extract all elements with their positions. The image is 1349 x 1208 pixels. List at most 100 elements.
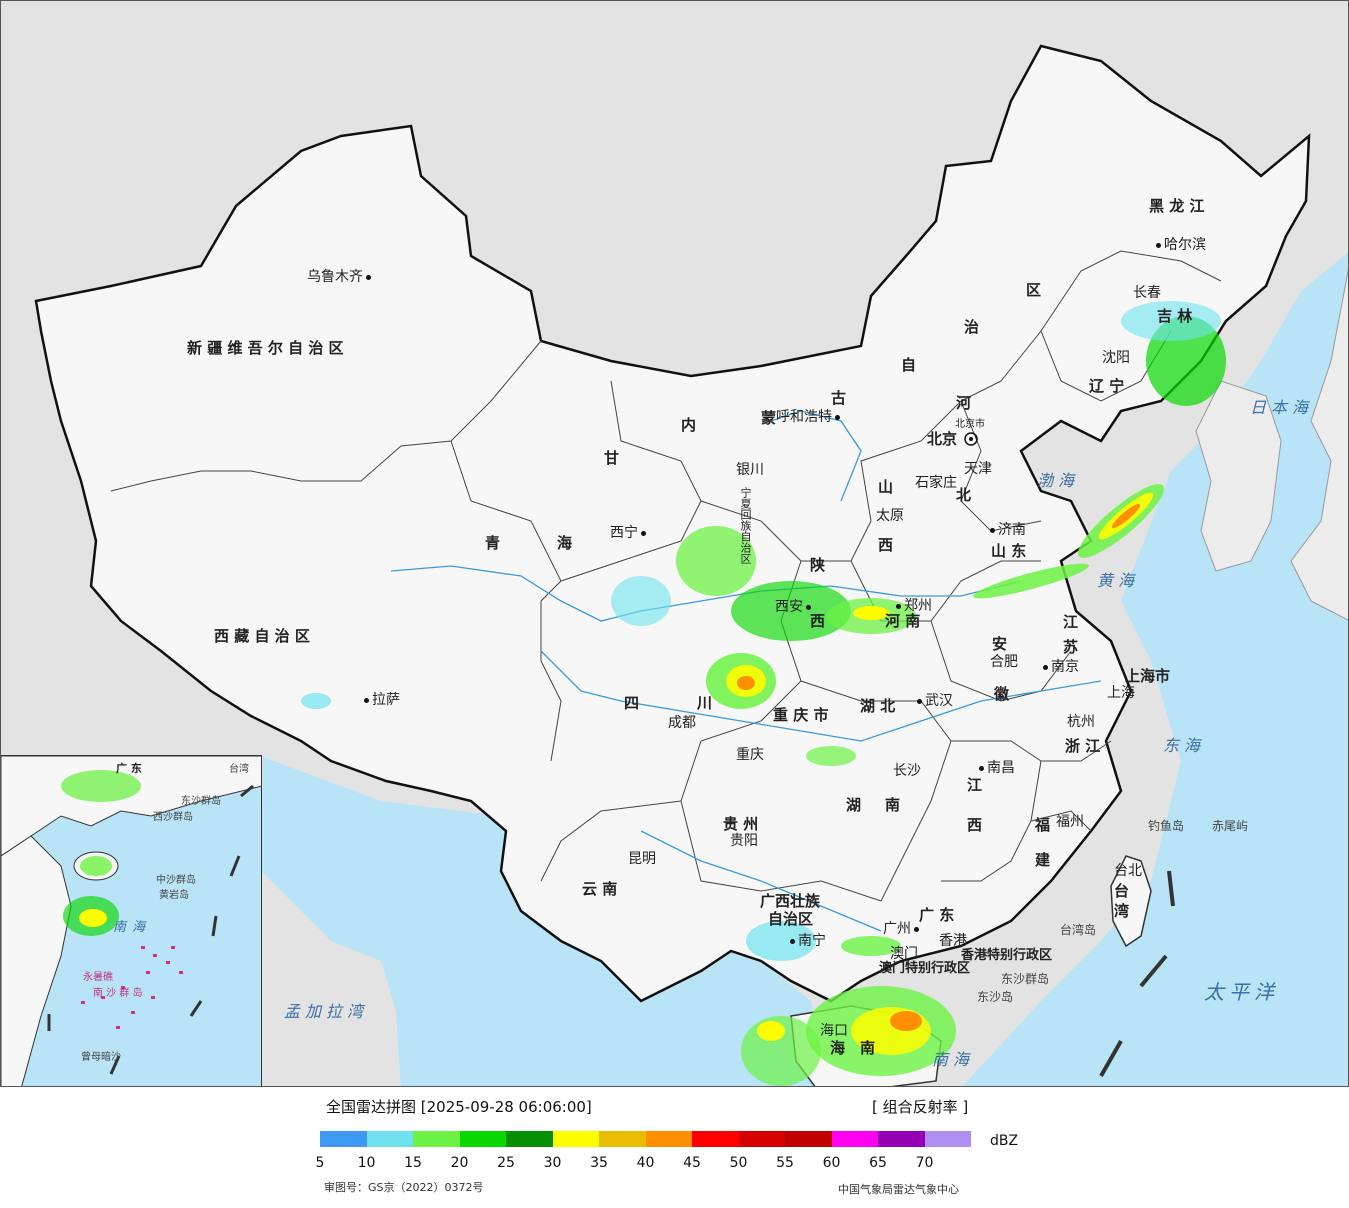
colorbar-tick-label: 10 (357, 1155, 376, 1171)
city-changchun: 长春 (1133, 285, 1161, 301)
province-borders (110, 250, 1222, 902)
radar-echoes (301, 301, 1226, 1086)
colorbar-swatch (831, 1131, 878, 1147)
inset-taiwan: 台湾 (229, 764, 249, 775)
radar-map: 新 疆 维 吾 尔 自 治 区 西 藏 自 治 区 青 海 甘 内 蒙 古 自 … (0, 0, 1349, 1087)
region-anhui-2: 徽 (994, 685, 1010, 703)
city-xining: 西宁 (610, 525, 649, 541)
city-nanchang: 南昌 (976, 760, 1015, 776)
japan-islands (1290, 268, 1348, 621)
city-shanghai: 上海 (1107, 685, 1135, 701)
city-macau: 澳门 (890, 946, 918, 962)
colorbar-swatch (924, 1131, 971, 1147)
colorbar-tick-label: 65 (869, 1155, 887, 1171)
inset-canvas (1, 756, 261, 1086)
region-shaanxi-1: 陕 (810, 556, 826, 574)
colorbar-tick-label: 30 (543, 1155, 562, 1171)
region-hainan-1: 海 (830, 1039, 846, 1057)
inset-guangdong: 广 东 (116, 762, 142, 775)
inset-zengmu: 曾母暗沙 (81, 1052, 121, 1063)
rivers (390, 410, 1102, 932)
region-sichuan-2: 川 (697, 694, 713, 712)
region-macau-sar: 澳门特别行政区 (879, 961, 971, 976)
city-changsha: 长沙 (893, 763, 921, 779)
region-jiangsu-2: 苏 (1063, 638, 1079, 656)
colorbar (320, 1131, 971, 1147)
colorbar-swatch (366, 1131, 413, 1147)
island-dongsha-islands: 东沙群岛 (1001, 972, 1050, 986)
region-xinjiang: 新 疆 维 吾 尔 自 治 区 (187, 339, 344, 357)
region-taiwan-1: 台 (1114, 882, 1130, 900)
sea-japan: 日本海 (1250, 398, 1314, 417)
map-canvas (34, 44, 1348, 1086)
inset-zhongsha: 中沙群岛 (156, 875, 196, 886)
colorbar-swatch (645, 1131, 692, 1147)
colorbar-tick-label: 70 (915, 1155, 934, 1171)
city-guiyang: 贵阳 (730, 833, 758, 849)
colorbar-swatch (459, 1131, 506, 1147)
island-diaoyu: 钓鱼岛 (1148, 819, 1185, 833)
region-zhejiang: 浙 江 (1065, 737, 1101, 755)
colorbar-swatch (878, 1131, 925, 1147)
city-shenyang: 沈阳 (1102, 350, 1130, 366)
city-kunming: 昆明 (628, 851, 656, 867)
region-qinghai-1: 青 (485, 534, 501, 552)
region-anhui-1: 安 (992, 635, 1008, 653)
region-beijing: 北京 (927, 430, 958, 448)
korea-peninsula (1195, 380, 1282, 572)
island-chiwei: 赤尾屿 (1212, 819, 1249, 833)
maritime-boundary (1099, 870, 1175, 1077)
city-zhengzhou: 郑州 (893, 598, 932, 614)
city-harbin: 哈尔滨 (1153, 237, 1206, 253)
region-taiwan-2: 湾 (1114, 902, 1130, 920)
colorbar-swatch (506, 1131, 553, 1147)
colorbar-swatch (599, 1131, 646, 1147)
city-taipei: 台北 (1114, 863, 1142, 879)
city-haikou: 海口 (820, 1023, 848, 1039)
region-fujian-1: 福 (1035, 816, 1051, 834)
region-beijing-small: 北京市 (955, 419, 985, 430)
city-hongkong: 香港 (939, 933, 967, 949)
colorbar-tick-label: 45 (683, 1155, 701, 1171)
city-yinchuan: 银川 (736, 462, 764, 478)
taiwan-island (1110, 855, 1152, 948)
south-china-sea-inset: 南 海 东沙群岛 西沙群岛 中沙群岛 黄岩岛 永暑礁 南 沙 群 岛 曾母暗沙 … (1, 755, 262, 1086)
city-chongqing: 重庆 (736, 747, 764, 763)
region-shanghai: 上海市 (1125, 667, 1171, 685)
region-heilongjiang: 黑 龙 江 (1149, 197, 1205, 215)
region-shanxi-1: 山 (878, 478, 894, 496)
region-hebei-2: 北 (956, 486, 972, 504)
region-jilin: 吉 林 (1157, 307, 1193, 325)
colorbar-tick-label: 15 (404, 1155, 422, 1171)
city-guangzhou: 广州 (883, 921, 922, 937)
region-henan: 河 南 (885, 612, 921, 630)
region-hunan-1: 湖 (846, 796, 862, 814)
sea-bohai: 渤海 (1037, 471, 1080, 490)
colorbar-swatch (738, 1131, 785, 1147)
approval-number: 审图号：GS京（2022）0372号 (324, 1181, 484, 1194)
region-chongqing: 重 庆 市 (773, 706, 829, 724)
city-lhasa: 拉萨 (361, 692, 400, 708)
region-jiangxi-1: 江 (967, 776, 983, 794)
legend-product: [ 组合反射率 ] (872, 1098, 969, 1116)
region-neimenggu-3: 古 (831, 389, 847, 407)
city-wuhan: 武汉 (914, 693, 953, 709)
colorbar-swatch (320, 1131, 367, 1147)
sea-east: 东海 (1163, 736, 1206, 755)
region-liaoning: 辽 宁 (1089, 377, 1125, 395)
region-neimenggu-2: 蒙 (761, 409, 777, 427)
region-shaanxi-2: 西 (810, 612, 826, 630)
region-hebei-1: 河 (956, 394, 972, 412)
region-gansu: 甘 (604, 449, 620, 467)
inset-xisha: 西沙群岛 (153, 812, 193, 823)
region-neimenggu-5: 治 (964, 318, 980, 336)
colorbar-swatch (692, 1131, 739, 1147)
capital-marker (964, 432, 978, 446)
region-yunnan: 云 南 (582, 880, 618, 898)
region-neimenggu-1: 内 (681, 416, 697, 434)
sea-south: 南海 (932, 1050, 975, 1069)
region-hunan-2: 南 (885, 796, 901, 814)
region-tianjin: 天津 (964, 461, 992, 477)
inset-south-sea: 南 海 (113, 920, 147, 935)
legend-title: 全国雷达拼图 [2025-09-28 06:06:00] (326, 1098, 592, 1116)
